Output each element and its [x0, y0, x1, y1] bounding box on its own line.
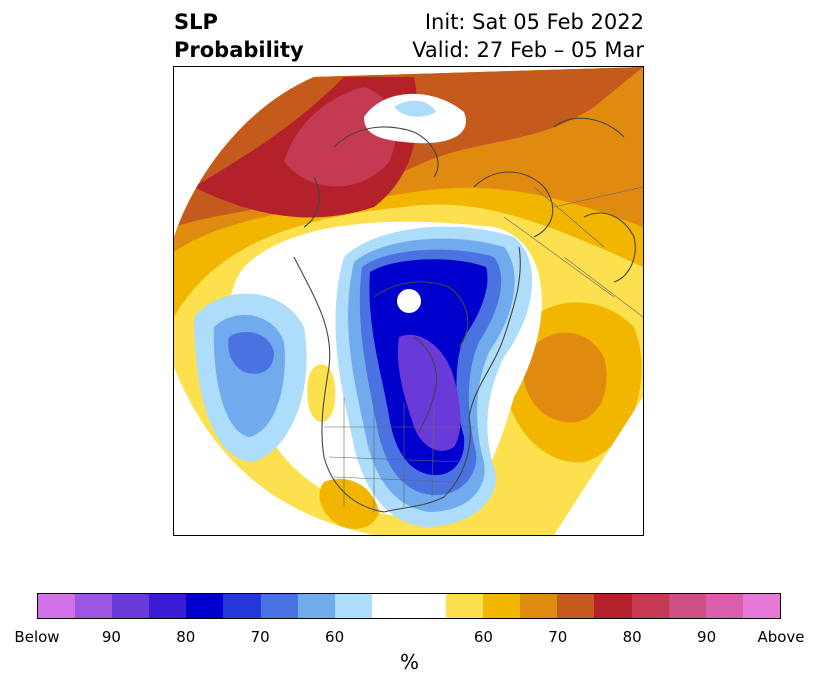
colorbar-segment: [668, 594, 706, 618]
colorbar-tick-label: 60: [325, 628, 345, 646]
colorbar-segment: [483, 594, 521, 618]
colorbar-segment: [297, 594, 335, 618]
colorbar-tick-label: Above: [757, 628, 805, 646]
above-85-region: [284, 87, 396, 187]
arctic-neutral-patch: [364, 93, 466, 144]
colorbar-segment: [149, 594, 187, 618]
colorbar-segment: [75, 594, 113, 618]
title-line-slp: SLP: [174, 10, 218, 34]
colorbar-tick-label: Below: [14, 628, 60, 646]
colorbar-tick-label: 70: [548, 628, 568, 646]
political-borders: [324, 186, 643, 512]
colorbar-tick-label: 70: [250, 628, 270, 646]
colorbar-segment: [223, 594, 261, 618]
colorbar-segment: [557, 594, 595, 618]
colorbar-segment: [334, 594, 372, 618]
colorbar-unit-label: %: [399, 650, 419, 674]
below-pacific-80: [228, 332, 274, 374]
colorbar-segment: [705, 594, 743, 618]
colorbar-segment: [408, 594, 447, 618]
colorbar-segment: [112, 594, 150, 618]
colorbar-segment: [371, 594, 409, 618]
map-title: SLP Probability: [174, 8, 304, 64]
above-mexico-patch: [319, 478, 379, 529]
colorbar-tick-label: 90: [101, 628, 121, 646]
below-main-90: [397, 334, 461, 451]
colorbar-ticks: Below 90 80 70 60 60 70 80 90 Above: [14, 628, 804, 646]
above-atlantic-core: [523, 332, 607, 423]
above-west-us-patch: [307, 364, 336, 422]
colorbar-segment: [446, 594, 484, 618]
colorbar-segment: [631, 594, 669, 618]
colorbar-segment: [186, 594, 224, 618]
pole-hole: [397, 289, 421, 313]
probability-map: [173, 66, 644, 536]
colorbar-segment: [594, 594, 632, 618]
arctic-light-blue-patch: [394, 100, 436, 117]
colorbar-tick-label: 80: [622, 628, 642, 646]
title-line-probability: Probability: [174, 38, 304, 62]
colorbar-segment: [742, 594, 780, 618]
colorbar-tick-label: 60: [473, 628, 493, 646]
colorbar-tick-label: 80: [176, 628, 196, 646]
colorbar-segment: [38, 594, 76, 618]
forecast-dates: Init: Sat 05 Feb 2022 Valid: 27 Feb – 05…: [412, 8, 644, 64]
colorbar-segment: [520, 594, 558, 618]
colorbar-segment: [260, 594, 298, 618]
colorbar-tick-label: 90: [697, 628, 717, 646]
valid-date-range: Valid: 27 Feb – 05 Mar: [412, 38, 644, 62]
init-date: Init: Sat 05 Feb 2022: [424, 10, 644, 34]
probability-colorbar: [37, 593, 781, 619]
